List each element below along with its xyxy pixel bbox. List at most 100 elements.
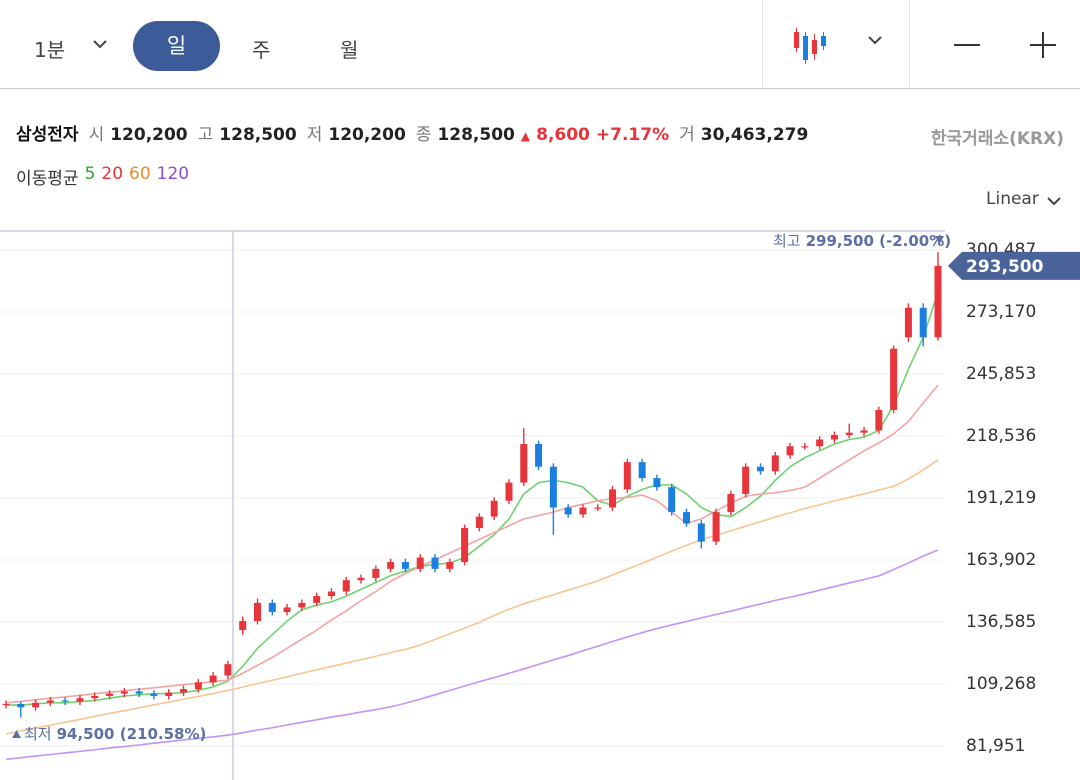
candle-body [17,703,25,708]
change: 8,600 [536,125,590,145]
last-price-label: 293,500 [966,257,1044,277]
candle-body [91,695,99,699]
candle-body [61,700,69,702]
high-marker: 최고 299,500 (-2.00%) [773,232,951,250]
candle-body [298,602,306,608]
y-tick-label: 245,853 [966,364,1036,384]
candle-body [120,691,128,694]
candle-body [2,703,10,706]
label: 종 [415,125,432,145]
candle-body [623,462,631,490]
separator [909,0,910,88]
ma-line [5,549,939,761]
ma-legend: 이동평균 5 20 60 120 [16,164,189,189]
candle-body [76,698,84,702]
ma-label: 이동평균 [16,169,79,189]
marker-label: 94,500 (210.58%) [57,725,207,743]
candle-body [535,444,543,467]
legend-entry: 60 [129,164,151,184]
candle-body [771,455,779,472]
candle-body [327,591,335,597]
candle-body [712,512,720,542]
candle-body [549,466,557,508]
toolbar: 1분 일 주 월 [0,0,1080,89]
candle-body [727,493,735,513]
candle-body [638,462,646,479]
volume: 30,463,279 [700,125,809,145]
candle-body [697,523,705,542]
separator [762,0,763,88]
chart-type-icon[interactable] [790,26,834,66]
candle-body [594,507,602,509]
candle-body [520,444,528,483]
candle-body [165,692,173,696]
chevron[interactable] [1046,195,1062,207]
y-tick-label: 218,536 [966,426,1036,446]
ma-line [5,459,939,735]
candle-body [786,446,794,456]
y-tick-label: 273,170 [966,302,1036,322]
period-day[interactable]: 일 [133,21,220,71]
candle-body [372,568,380,578]
candle-body [579,507,587,515]
label: 거 [679,125,695,145]
legend-entry: 5 [84,164,96,184]
label: 고 [197,125,214,145]
value: 128,500 [437,125,515,145]
candle-body [401,562,409,569]
candle-body [283,607,291,612]
chevron[interactable] [867,34,883,46]
candle-body [904,307,912,338]
candle-body [209,675,217,683]
candle-body [475,516,483,528]
y-tick-label: 191,219 [966,488,1036,508]
exchange: 한국거래소(KRX) [930,129,1064,149]
candle-body [387,562,395,569]
candle-body [416,557,424,569]
candle-body [609,489,617,508]
interval[interactable]: 1분 [34,38,66,62]
candle-body [135,691,143,694]
candle-body [875,409,883,431]
candle-body [860,430,868,433]
up-arrow: ▲ [520,129,531,143]
candle-body [194,682,202,690]
candle-body [32,702,40,708]
ma-line [5,384,939,704]
low-marker: 최저 94,500 (210.58%) [24,725,206,743]
candle-body [756,466,764,472]
candle-body [816,439,824,447]
ma-line [6,291,939,706]
period-month[interactable]: 월 [340,38,359,62]
scale-mode[interactable]: Linear [986,189,1039,209]
label: 시 [88,125,105,145]
candle-body [446,562,454,569]
candle-body [253,602,261,622]
y-tick-label: 81,951 [966,736,1025,756]
candle-body [313,596,321,603]
candle-body [239,621,247,631]
marker-label: 299,500 (-2.00%) [806,232,952,250]
candle-body [742,466,750,494]
candle-body [668,487,676,513]
candle-body [150,693,158,696]
value: 128,500 [219,125,297,145]
candle-body [461,527,469,563]
value: 120,200 [110,125,188,145]
candle-body [106,693,114,696]
candle-body [46,700,54,703]
candle-body [564,507,572,515]
candle-body [919,307,927,338]
candle-body [505,482,513,501]
marker-prefix: 최고 [773,232,801,250]
chevron[interactable] [92,38,108,50]
candle-body [801,446,809,448]
zoom-controls[interactable] [950,30,1060,60]
quote-info: 삼성전자 시 120,200 고 128,500 저 120,200 종 128,500… [16,120,808,145]
marker-prefix: 최저 [24,725,52,743]
label: 저 [306,125,323,145]
candle-body [431,557,439,569]
period-week[interactable]: 주 [252,38,271,62]
